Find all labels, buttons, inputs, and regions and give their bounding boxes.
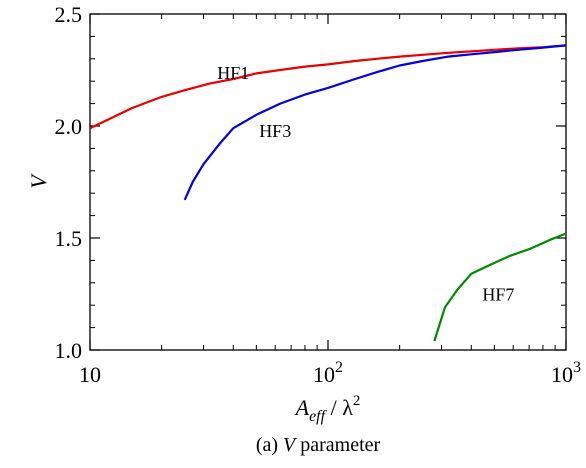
figure-caption: (a) V parameter bbox=[256, 434, 381, 456]
y-tick-label: 2.5 bbox=[55, 2, 83, 27]
series-label-hf3: HF3 bbox=[259, 121, 291, 141]
series-label-hf7: HF7 bbox=[482, 285, 514, 305]
series-label-hf1: HF1 bbox=[217, 63, 249, 83]
x-tick-label: 10 bbox=[79, 362, 101, 387]
series-line-hf7 bbox=[433, 232, 567, 342]
x-tick-label: 102 bbox=[313, 359, 343, 387]
x-axis-title: Aeff / λ2 bbox=[294, 393, 361, 425]
series-line-hf1 bbox=[89, 44, 567, 130]
x-tick-label: 103 bbox=[551, 359, 581, 387]
y-tick-label: 2.0 bbox=[55, 114, 83, 139]
y-tick-label: 1.0 bbox=[55, 338, 83, 363]
y-axis-title: V bbox=[26, 173, 51, 189]
y-tick-label: 1.5 bbox=[55, 226, 83, 251]
series-line-hf3 bbox=[183, 44, 567, 201]
